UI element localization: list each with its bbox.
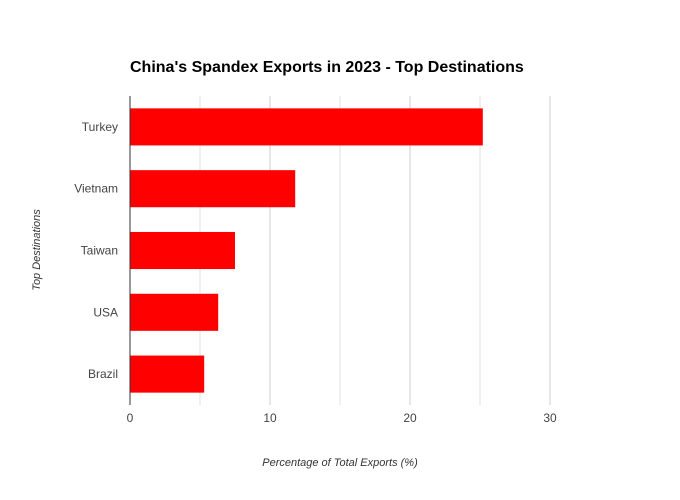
x-tick-label: 10 — [263, 411, 277, 425]
bars — [130, 108, 483, 393]
x-tick-label: 20 — [403, 411, 417, 425]
y-tick-label: Taiwan — [81, 244, 118, 258]
bar-vietnam — [130, 170, 296, 208]
chart-title: China's Spandex Exports in 2023 - Top De… — [130, 59, 524, 76]
y-tick-label: Turkey — [82, 120, 118, 134]
y-tick-label: USA — [93, 305, 118, 319]
gridlines — [199, 96, 551, 405]
x-tick-labels: 0 10 20 30 — [127, 411, 557, 425]
y-tick-label: Vietnam — [74, 182, 118, 196]
y-axis-label: Top Destinations — [31, 209, 43, 291]
y-tick-label: Brazil — [88, 367, 118, 381]
x-tick-label: 30 — [543, 411, 557, 425]
bar-brazil — [130, 355, 205, 393]
x-tick-label: 0 — [127, 411, 134, 425]
y-tick-labels: Turkey Vietnam Taiwan USA Brazil — [74, 120, 118, 381]
bar-taiwan — [130, 231, 235, 270]
bar-turkey — [130, 108, 483, 146]
bar-usa — [130, 293, 219, 331]
x-axis-label: Percentage of Total Exports (%) — [262, 457, 418, 469]
